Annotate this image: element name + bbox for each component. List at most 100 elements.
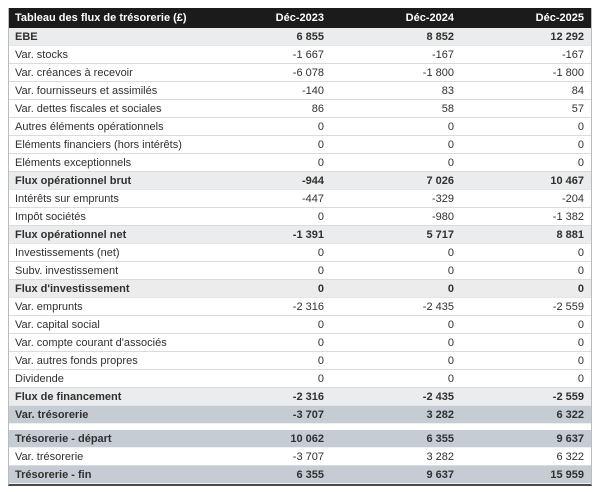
table-row: Flux de financement -2 316 -2 435 -2 559 (9, 388, 591, 406)
row-value: 57 (571, 102, 584, 115)
row-label: Flux d'investissement (15, 282, 130, 295)
row-value: 0 (317, 318, 324, 331)
table-row: Autres éléments opérationnels 0 0 0 (9, 118, 591, 136)
row-value: 8 852 (426, 30, 454, 43)
table-row: Trésorerie - fin 6 355 9 637 15 959 (9, 466, 591, 484)
row-label: Eléments exceptionnels (15, 156, 132, 169)
row-value: 6 355 (426, 432, 454, 445)
row-value: 0 (577, 264, 584, 277)
row-value: 0 (577, 318, 584, 331)
row-label: Var. capital social (15, 318, 100, 331)
row-label: Var. stocks (15, 48, 68, 61)
table-row: Flux opérationnel net -1 391 5 717 8 881 (9, 226, 591, 244)
row-label: Var. fournisseurs et assimilés (15, 84, 158, 97)
row-value: -1 391 (292, 228, 324, 241)
row-value: 6 355 (296, 468, 324, 481)
row-value: 0 (447, 282, 454, 295)
row-label: Autres éléments opérationnels (15, 120, 164, 133)
row-value: -1 800 (422, 66, 454, 79)
row-value: 0 (577, 156, 584, 169)
row-value: -2 435 (422, 300, 454, 313)
table-header-row: Tableau des flux de trésorerie (£) Déc-2… (9, 8, 591, 28)
row-value: 9 637 (426, 468, 454, 481)
row-value: -167 (561, 48, 584, 61)
cashflow-table: Tableau des flux de trésorerie (£) Déc-2… (8, 8, 592, 486)
row-value: 0 (317, 210, 324, 223)
row-value: 0 (447, 120, 454, 133)
row-label: Var. autres fonds propres (15, 354, 138, 367)
table-row: Impôt sociétés 0 -980 -1 382 (9, 208, 591, 226)
row-value: -1 667 (292, 48, 324, 61)
table-title: Tableau des flux de trésorerie (£) (15, 12, 187, 24)
row-value: -329 (431, 192, 454, 205)
table-row: Var. emprunts -2 316 -2 435 -2 559 (9, 298, 591, 316)
table-row: Subv. investissement 0 0 0 (9, 262, 591, 280)
table-spacer (9, 424, 591, 430)
row-value: 0 (317, 156, 324, 169)
table-row: Var. compte courant d'associés 0 0 0 (9, 334, 591, 352)
column-header-dec-2023: Déc-2023 (275, 12, 324, 24)
row-label: Flux de financement (15, 390, 122, 403)
table-row: EBE 6 855 8 852 12 292 (9, 28, 591, 46)
row-value: 0 (577, 138, 584, 151)
table-row: Intérêts sur emprunts -447 -329 -204 (9, 190, 591, 208)
row-label: Var. emprunts (15, 300, 83, 313)
row-value: 83 (441, 84, 454, 97)
row-value: -980 (431, 210, 454, 223)
row-value: -3 707 (292, 450, 324, 463)
row-value: 0 (577, 336, 584, 349)
row-value: 0 (317, 120, 324, 133)
row-label: Impôt sociétés (15, 210, 86, 223)
row-value: -2 316 (292, 390, 324, 403)
row-value: -1 382 (552, 210, 584, 223)
table-row: Var. autres fonds propres 0 0 0 (9, 352, 591, 370)
row-value: -1 800 (552, 66, 584, 79)
row-value: 0 (447, 264, 454, 277)
row-label: Var. compte courant d'associés (15, 336, 167, 349)
table-row: Dividende 0 0 0 (9, 370, 591, 388)
row-value: 0 (317, 138, 324, 151)
row-value: 10 062 (290, 432, 324, 445)
row-value: -944 (301, 174, 324, 187)
row-value: 0 (577, 372, 584, 385)
table-row: Flux d'investissement 0 0 0 (9, 280, 591, 298)
row-value: 0 (447, 246, 454, 259)
row-value: -2 559 (552, 300, 584, 313)
row-value: -6 078 (292, 66, 324, 79)
row-label: Trésorerie - départ (15, 432, 112, 445)
row-value: -2 316 (292, 300, 324, 313)
row-value: 0 (317, 264, 324, 277)
row-label: Flux opérationnel net (15, 228, 127, 241)
row-value: 0 (577, 120, 584, 133)
row-value: 0 (447, 354, 454, 367)
column-header-dec-2024: Déc-2024 (405, 12, 454, 24)
table-row: Eléments financiers (hors intérêts) 0 0 … (9, 136, 591, 154)
row-value: -204 (561, 192, 584, 205)
row-label: Var. trésorerie (15, 408, 89, 421)
row-label: Subv. investissement (15, 264, 119, 277)
row-label: Trésorerie - fin (15, 468, 92, 481)
row-value: 0 (317, 372, 324, 385)
row-label: Eléments financiers (hors intérêts) (15, 138, 182, 151)
row-value: -3 707 (292, 408, 324, 421)
row-label: Var. créances à recevoir (15, 66, 133, 79)
table-row: Eléments exceptionnels 0 0 0 (9, 154, 591, 172)
table-body: EBE 6 855 8 852 12 292 Var. stocks -1 66… (9, 28, 591, 484)
row-value: 0 (447, 138, 454, 151)
row-value: 0 (577, 282, 584, 295)
table-row: Var. stocks -1 667 -167 -167 (9, 46, 591, 64)
row-label: Dividende (15, 372, 64, 385)
row-value: 6 322 (556, 408, 584, 421)
row-label: Var. dettes fiscales et sociales (15, 102, 162, 115)
row-value: 15 959 (550, 468, 584, 481)
row-label: Var. trésorerie (15, 450, 84, 463)
row-label: Flux opérationnel brut (15, 174, 132, 187)
row-value: 6 322 (556, 450, 584, 463)
row-value: 0 (447, 336, 454, 349)
row-value: 3 282 (426, 450, 454, 463)
row-value: -140 (301, 84, 324, 97)
row-value: 0 (577, 246, 584, 259)
table-row: Var. créances à recevoir -6 078 -1 800 -… (9, 64, 591, 82)
row-label: Intérêts sur emprunts (15, 192, 119, 205)
table-row: Var. trésorerie -3 707 3 282 6 322 (9, 406, 591, 424)
